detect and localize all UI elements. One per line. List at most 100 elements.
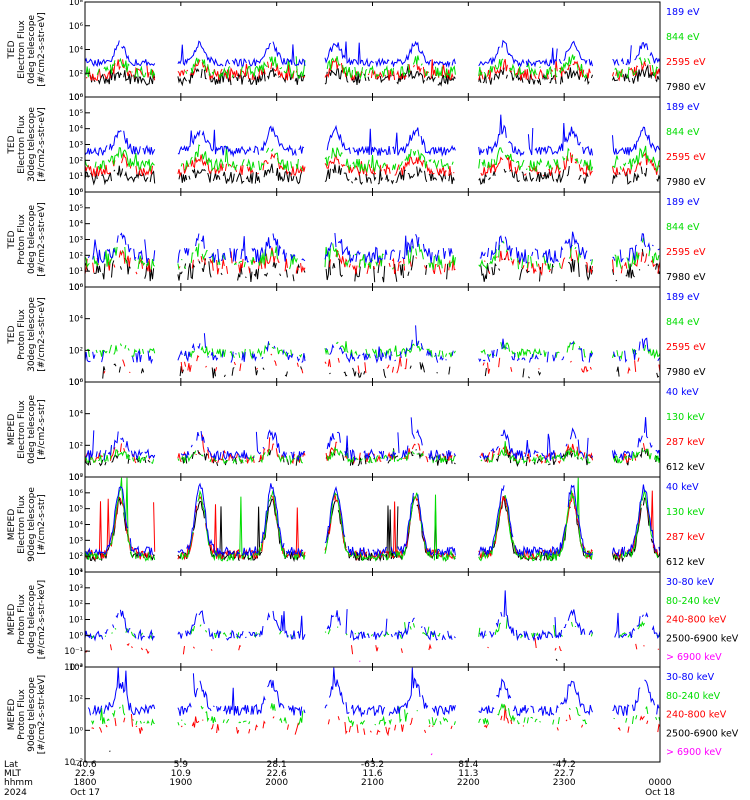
legend-entry: 7980 eV [666,367,706,378]
series-line-2-3 [84,144,661,174]
panel-6: 10¹ 10² 10³ 10⁴ 10⁵ 10⁶ 10⁷ MEPEDElectron Flux9… [7,473,705,578]
y-tick-label: 10² [69,441,83,451]
legend-entry: 40 keV [666,387,699,398]
legend-entry: 189 eV [666,102,700,113]
y-tick-label: 10⁻¹ [64,647,83,657]
legend-entry: 844 eV [666,317,700,328]
series-line-7-5 [84,590,661,642]
series-line-8-2 [109,745,645,751]
y-tick-label: 10¹ [69,172,83,182]
panel-5: 10⁰ 10² 10⁴ 10⁶ MEPEDElectron Flux0deg teles… [7,378,705,483]
y-tick-label: 10⁰ [69,378,84,388]
legend-entry: 612 keV [666,462,705,473]
y-tick-label: 10⁰ [69,631,84,641]
legend-entry: 2500-6900 keV [666,633,739,644]
series-line-8-3 [91,705,661,737]
series-line-8-4 [91,703,661,728]
bottom-row-label: 2024 [4,788,27,798]
bottom-tick-label: 11.6 [362,769,382,779]
y-tick-label: 10⁶ [69,188,84,198]
legend-entry: 80-240 keV [666,596,721,607]
bottom-tick-label: -40.6 [73,760,97,770]
y-tick-label: 10⁴ [69,46,84,56]
y-tick-label: 10⁰ [69,93,84,103]
y-tick-label: 10⁴ [69,410,84,420]
y-tick-label: 10⁴ [69,315,84,325]
panel-frame [84,571,661,668]
y-tick-label: 10⁴ [69,521,84,531]
series-line-7-1 [359,661,650,663]
y-tick-label: 10⁻² [64,758,83,768]
series-line-4-4 [84,325,661,365]
bottom-tick-label: 5.9 [174,760,189,770]
series-line-4-3 [87,340,661,360]
legend-entry: 240-800 keV [666,615,727,626]
y-axis-label: MEPEDProton Flux90deg telescope[#/cm2-s-… [7,675,47,754]
bottom-tick-label: -47.2 [553,760,576,770]
bottom-tick-label: Oct 18 [645,788,675,798]
series-line-6-1 [84,495,661,563]
y-tick-label: 10² [69,346,83,356]
panel-frame [84,1,661,98]
bottom-tick-label: 2200 [457,778,480,788]
legend-entry: 287 keV [666,437,705,448]
y-tick-label: 10⁴ [69,125,84,135]
panel-4: 10⁰ 10² 10⁴ 10⁶ TEDProton Flux30deg telescop… [7,283,706,388]
y-tick-label: 10² [69,600,83,610]
y-tick-label: 10⁴ [69,220,84,230]
legend-entry: 130 keV [666,412,705,423]
y-axis-label: TEDProton Flux30deg telescope[#/cm2-s-st… [7,297,47,372]
panel-8: 10⁻² 10⁰ 10² 10⁴ MEPEDProton Flux90deg teles… [7,663,739,768]
legend-entry: 844 eV [666,222,700,233]
y-axis-label: TEDProton Flux0deg telescope[#/cm2-s-str… [7,202,47,277]
series-line-7-4 [91,616,661,640]
bottom-tick-label: 11.3 [458,769,478,779]
panel-2: 10⁰ 10¹ 10² 10³ 10⁴ 10⁵ 10⁶ TEDElectron Flux30d… [7,93,706,198]
bottom-tick-label: 81.4 [458,760,478,770]
panel-7: 10⁻² 10⁻¹ 10⁰ 10¹ 10² 10³ 10⁴ MEPEDProton Flux0… [7,568,739,673]
y-tick-label: 10⁶ [69,283,84,293]
y-tick-label: 10¹ [69,568,83,578]
series-line-1-2 [85,58,661,82]
y-tick-label: 10² [69,695,83,705]
legend-entry: 2500-6900 keV [666,728,739,739]
legend-entry: 2595 eV [666,57,706,68]
series-line-2-1 [84,163,661,186]
bottom-tick-label: 1800 [74,778,97,788]
y-tick-label: 10⁵ [69,204,83,214]
legend-entry: > 6900 keV [666,747,722,758]
panel-frame [84,286,661,383]
series-line-7-2 [556,659,651,661]
bottom-tick-label: Oct 17 [70,788,100,798]
legend-entry: 40 keV [666,482,699,493]
y-tick-label: 10² [69,552,83,562]
legend-entry: 30-80 keV [666,672,715,683]
bottom-tick-label: 1900 [169,778,192,788]
series-line-5-4 [85,417,661,462]
y-tick-label: 10⁰ [69,283,84,293]
bottom-tick-label: 2100 [361,778,384,788]
y-tick-label: 10⁷ [69,473,84,483]
y-tick-label: 10³ [69,536,83,546]
y-tick-label: 10⁶ [69,22,84,32]
y-axis-label: MEPEDElectron Flux90deg telescope[#/cm2-… [7,487,47,562]
legend-entry: 30-80 keV [666,577,715,588]
bottom-tick-label: 10.9 [171,769,191,779]
panel-3: 10⁰ 10¹ 10² 10³ 10⁴ 10⁵ 10⁶ TEDProton Flux0deg … [7,188,706,293]
bottom-tick-label: 22.6 [267,769,287,779]
legend-entry: 2595 eV [666,247,706,258]
legend-entry: 189 eV [666,197,700,208]
y-tick-label: 10³ [69,141,83,151]
bottom-tick-label: -63.2 [361,760,384,770]
y-tick-label: 10² [69,69,83,79]
series-line-1-3 [86,55,660,78]
series-line-2-4 [84,114,661,158]
y-axis-label: TEDElectron Flux0deg telescope[#/cm2-s-s… [7,12,47,87]
legend-entry: 287 keV [666,532,705,543]
legend-entry: 240-800 keV [666,710,727,721]
series-line-1-4 [84,39,661,68]
panel-frame [84,476,661,573]
y-tick-label: 10² [69,156,83,166]
series-line-7-3 [85,637,659,655]
